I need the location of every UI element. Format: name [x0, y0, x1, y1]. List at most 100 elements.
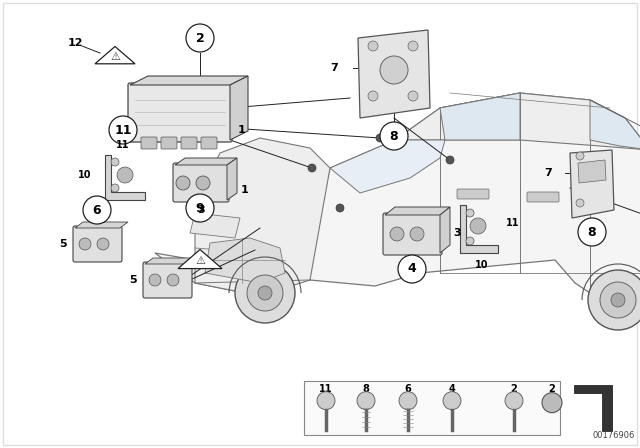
FancyBboxPatch shape — [73, 226, 122, 262]
Text: 2: 2 — [548, 384, 556, 394]
Circle shape — [111, 184, 119, 192]
Circle shape — [149, 274, 161, 286]
Polygon shape — [145, 258, 198, 264]
Polygon shape — [190, 213, 240, 238]
Circle shape — [408, 41, 418, 51]
Circle shape — [588, 270, 640, 330]
Circle shape — [317, 392, 335, 409]
Circle shape — [398, 255, 426, 283]
Text: 4: 4 — [449, 384, 456, 394]
Text: 12: 12 — [68, 38, 83, 48]
Circle shape — [446, 156, 454, 164]
Polygon shape — [230, 76, 248, 140]
Circle shape — [576, 152, 584, 160]
Circle shape — [83, 196, 111, 224]
Polygon shape — [358, 30, 430, 118]
Circle shape — [117, 167, 133, 183]
Polygon shape — [227, 158, 237, 200]
Circle shape — [308, 164, 316, 172]
Text: 11: 11 — [506, 218, 520, 228]
Polygon shape — [205, 238, 285, 283]
Circle shape — [79, 238, 91, 250]
Circle shape — [376, 134, 384, 142]
Circle shape — [336, 204, 344, 212]
Polygon shape — [385, 207, 450, 215]
Text: 3: 3 — [453, 228, 461, 238]
Text: 11: 11 — [116, 140, 130, 150]
Circle shape — [466, 209, 474, 217]
Circle shape — [578, 218, 606, 246]
FancyBboxPatch shape — [304, 381, 560, 435]
Circle shape — [380, 56, 408, 84]
Text: 5: 5 — [60, 239, 67, 249]
Circle shape — [357, 392, 375, 409]
Circle shape — [470, 218, 486, 234]
Circle shape — [97, 238, 109, 250]
Polygon shape — [395, 93, 640, 150]
Circle shape — [109, 116, 137, 144]
Circle shape — [410, 227, 424, 241]
Circle shape — [186, 24, 214, 52]
Text: ⚠: ⚠ — [110, 52, 120, 62]
FancyBboxPatch shape — [201, 137, 217, 149]
Polygon shape — [105, 155, 145, 200]
Circle shape — [167, 274, 179, 286]
Circle shape — [380, 122, 408, 150]
Circle shape — [176, 176, 190, 190]
Circle shape — [368, 91, 378, 101]
FancyBboxPatch shape — [128, 83, 232, 142]
Circle shape — [576, 199, 584, 207]
Text: 5: 5 — [129, 275, 137, 285]
Text: 11: 11 — [115, 124, 132, 137]
Circle shape — [408, 91, 418, 101]
Circle shape — [600, 282, 636, 318]
Polygon shape — [178, 250, 222, 268]
Text: 2: 2 — [511, 384, 517, 394]
Polygon shape — [440, 93, 520, 140]
Circle shape — [542, 393, 562, 413]
Circle shape — [258, 286, 272, 300]
Text: 00176906: 00176906 — [593, 431, 635, 440]
Polygon shape — [570, 150, 614, 218]
Polygon shape — [590, 100, 640, 150]
Text: 11: 11 — [319, 384, 333, 394]
Text: 6: 6 — [93, 203, 101, 216]
Text: 8: 8 — [363, 384, 369, 394]
Text: ⚠: ⚠ — [195, 256, 205, 266]
Circle shape — [505, 392, 523, 409]
Polygon shape — [460, 205, 498, 253]
Circle shape — [111, 158, 119, 166]
Polygon shape — [155, 93, 640, 303]
Text: 10: 10 — [476, 260, 489, 270]
FancyBboxPatch shape — [457, 189, 489, 199]
Text: 8: 8 — [588, 225, 596, 238]
FancyBboxPatch shape — [143, 262, 192, 298]
Text: 7: 7 — [330, 63, 338, 73]
Text: 7: 7 — [544, 168, 552, 178]
Circle shape — [390, 227, 404, 241]
Polygon shape — [95, 47, 135, 64]
Text: 1: 1 — [238, 125, 246, 135]
Text: 3: 3 — [197, 205, 205, 215]
Circle shape — [368, 41, 378, 51]
Polygon shape — [578, 160, 606, 183]
Circle shape — [611, 293, 625, 307]
Polygon shape — [574, 385, 612, 431]
Polygon shape — [440, 207, 450, 253]
FancyBboxPatch shape — [181, 137, 197, 149]
Circle shape — [443, 392, 461, 409]
Polygon shape — [330, 140, 445, 193]
Text: 10: 10 — [77, 170, 91, 180]
Text: 2: 2 — [196, 31, 204, 44]
Circle shape — [247, 275, 283, 311]
Polygon shape — [195, 138, 330, 296]
Circle shape — [235, 263, 295, 323]
FancyBboxPatch shape — [527, 192, 559, 202]
Circle shape — [466, 237, 474, 245]
Circle shape — [399, 392, 417, 409]
Text: 6: 6 — [404, 384, 412, 394]
Text: 9: 9 — [196, 202, 204, 215]
FancyBboxPatch shape — [173, 163, 229, 202]
Circle shape — [186, 194, 214, 222]
FancyBboxPatch shape — [141, 137, 157, 149]
